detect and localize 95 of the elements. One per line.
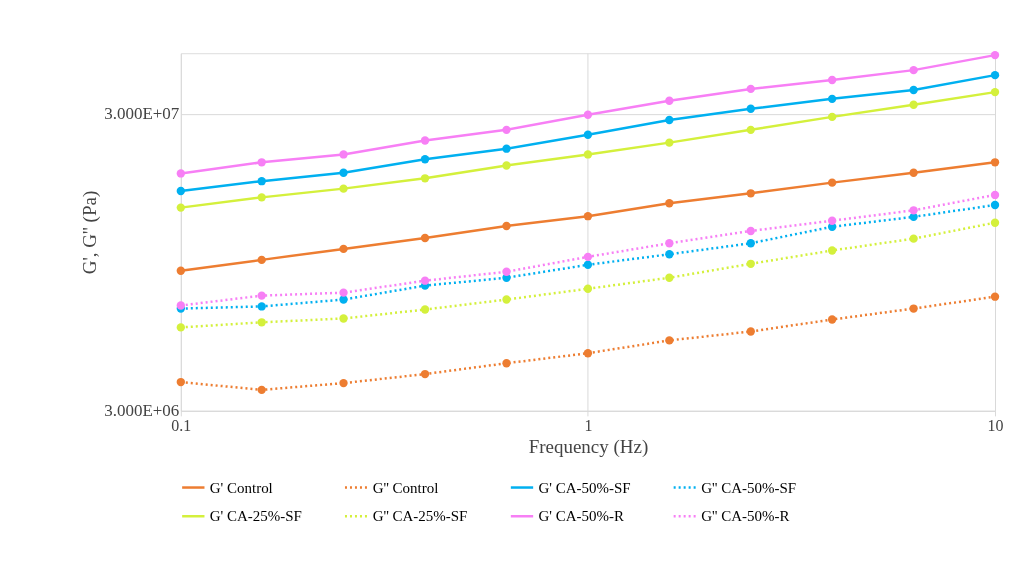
point — [339, 378, 348, 388]
legend-label: G'' CA-50%-SF — [701, 479, 797, 496]
point — [827, 75, 837, 85]
point — [827, 216, 837, 225]
point — [990, 50, 1000, 60]
point — [339, 314, 348, 323]
point — [583, 130, 593, 139]
point — [583, 110, 593, 119]
point — [176, 377, 185, 387]
point — [257, 177, 266, 186]
legend-label: G' CA-50%-R — [538, 508, 624, 525]
point — [746, 84, 755, 94]
point — [746, 239, 755, 248]
point — [502, 161, 511, 170]
point — [827, 94, 837, 104]
point — [746, 226, 755, 236]
legend-label: G' CA-25%-SF — [209, 508, 302, 525]
point — [257, 193, 266, 202]
point — [339, 244, 348, 254]
point — [257, 318, 266, 327]
point — [257, 302, 266, 311]
point — [990, 87, 1000, 97]
point — [665, 239, 674, 248]
legend-label: G'' CA-25%-SF — [372, 508, 468, 525]
point — [990, 292, 1000, 301]
point — [583, 260, 593, 269]
point — [665, 199, 674, 208]
point — [502, 267, 511, 276]
point — [827, 315, 837, 324]
point — [339, 288, 348, 297]
point — [746, 259, 755, 268]
point — [665, 273, 674, 282]
point — [583, 349, 593, 358]
point — [583, 150, 593, 159]
point — [176, 186, 185, 196]
point — [176, 323, 185, 332]
x-tick-label: 10 — [987, 417, 1004, 435]
point — [257, 255, 266, 265]
legend-label: G' CA-50%-SF — [538, 479, 631, 496]
point — [909, 168, 918, 177]
point — [257, 385, 266, 395]
y-axis-title: G', G'' (Pa) — [79, 190, 102, 275]
point — [420, 136, 430, 145]
point — [665, 336, 674, 345]
point — [990, 158, 1000, 167]
point — [176, 203, 185, 212]
x-axis-title: Frequency (Hz) — [528, 436, 649, 459]
point — [746, 327, 755, 336]
point — [420, 233, 430, 243]
point — [909, 85, 918, 95]
point — [420, 369, 430, 379]
point — [909, 212, 918, 222]
point — [502, 125, 511, 135]
point — [502, 359, 511, 368]
point — [990, 70, 1000, 80]
point — [502, 144, 511, 153]
y-tick-label: 3.000E+07 — [104, 104, 180, 124]
point — [827, 112, 837, 122]
x-tick-label: 1 — [584, 417, 593, 435]
legend-label: G'' CA-50%-R — [701, 508, 790, 525]
point — [420, 276, 430, 285]
point — [990, 218, 1000, 227]
point — [257, 158, 266, 167]
point — [665, 96, 674, 105]
point — [827, 178, 837, 187]
point — [990, 190, 1000, 200]
point — [827, 246, 837, 255]
point — [257, 291, 266, 300]
point — [502, 295, 511, 304]
point — [909, 206, 918, 215]
point — [909, 234, 918, 243]
legend-label: G' Control — [209, 479, 273, 496]
point — [583, 252, 593, 262]
point — [583, 212, 593, 221]
point — [665, 115, 674, 125]
point — [420, 174, 430, 183]
point — [909, 304, 918, 313]
point — [339, 150, 348, 159]
point — [665, 138, 674, 147]
point — [583, 284, 593, 293]
point — [339, 168, 348, 177]
point — [665, 250, 674, 259]
point — [176, 266, 185, 275]
point — [909, 100, 918, 109]
point — [502, 221, 511, 231]
point — [176, 169, 185, 178]
point — [746, 125, 755, 135]
legend-label: G'' Control — [372, 479, 439, 496]
point — [420, 305, 430, 314]
point — [746, 104, 755, 113]
point — [420, 155, 430, 164]
point — [746, 189, 755, 198]
point — [339, 184, 348, 193]
point — [909, 65, 918, 75]
point — [990, 200, 1000, 210]
